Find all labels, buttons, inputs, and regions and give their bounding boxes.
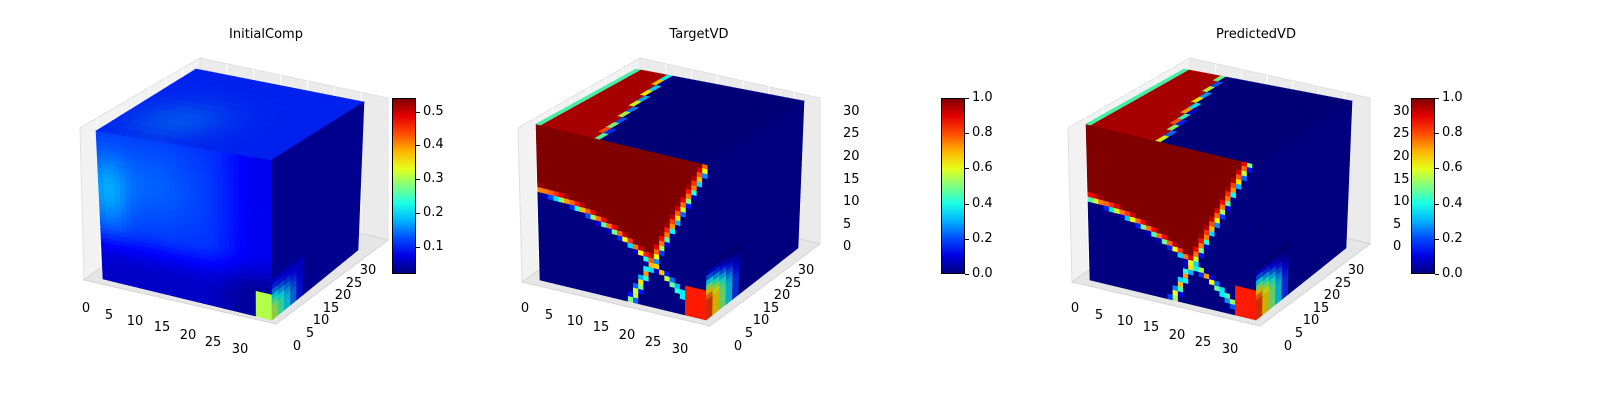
panel-initialcomp: InitialComp 0 5 10 15 20 25 30 0 5 10 15 20 25 30 0.1… [0, 0, 520, 400]
voxel [1214, 304, 1221, 312]
voxel [1099, 277, 1106, 285]
voxel [1151, 289, 1158, 297]
voxel [1229, 308, 1236, 316]
voxel [1183, 297, 1189, 305]
voxel [1162, 292, 1169, 300]
voxel [1224, 307, 1231, 315]
voxel [1234, 309, 1241, 317]
voxel [1203, 302, 1210, 310]
voxel [1198, 301, 1205, 308]
voxel [1219, 306, 1226, 313]
voxel [1115, 280, 1122, 288]
voxel [1193, 299, 1200, 307]
voxel-face [95, 130, 273, 321]
voxel [1131, 284, 1137, 292]
voxel [1105, 278, 1112, 286]
voxel [1172, 294, 1179, 302]
voxel [1245, 312, 1252, 320]
voxel [1167, 293, 1174, 301]
voxel [1157, 291, 1163, 298]
voxel [1141, 287, 1148, 295]
voxel [1177, 296, 1184, 303]
voxel [1250, 313, 1257, 321]
voxel [1120, 282, 1127, 290]
voxel [1136, 286, 1143, 293]
voxel [1094, 275, 1101, 283]
voxel [1240, 311, 1246, 318]
voxel [1110, 279, 1117, 287]
voxel [1188, 298, 1195, 306]
voxel [1146, 288, 1153, 296]
panel-title: InitialComp [229, 27, 303, 42]
voxel [1089, 274, 1096, 282]
voxel [1209, 303, 1215, 311]
voxel [1125, 283, 1132, 291]
